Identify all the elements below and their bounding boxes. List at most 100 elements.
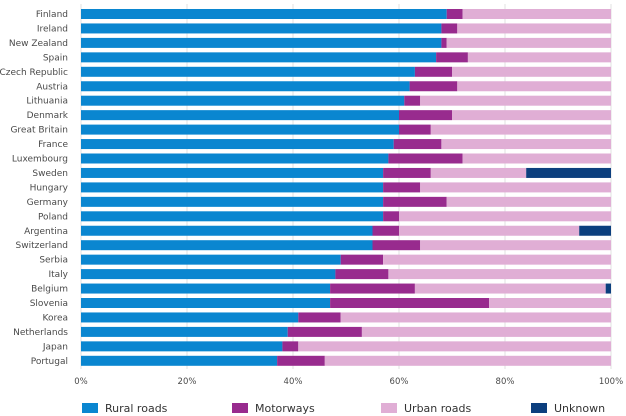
bar-urban-roads-sweden bbox=[430, 167, 527, 178]
category-label: Lithuania bbox=[26, 97, 68, 107]
bar-motorways-italy bbox=[335, 269, 389, 280]
bar-rural-roads-denmark bbox=[81, 110, 399, 121]
bar-motorways-ireland bbox=[441, 23, 458, 34]
bar-motorways-slovenia bbox=[330, 298, 490, 308]
legend-label-urban-roads: Urban roads bbox=[404, 402, 471, 415]
category-label: Slovenia bbox=[30, 299, 68, 309]
bar-rural-roads-new-zealand bbox=[81, 37, 442, 48]
bar-urban-roads-denmark bbox=[452, 110, 611, 121]
x-tick-label: 40% bbox=[284, 377, 303, 387]
bar-motorways-great-britain bbox=[399, 124, 431, 135]
x-tick-label: 20% bbox=[178, 377, 197, 387]
bar-motorways-spain bbox=[436, 52, 468, 63]
x-tick-label: 60% bbox=[390, 377, 409, 387]
bar-motorways-austria bbox=[409, 81, 458, 92]
bar-urban-roads-czech-republic bbox=[452, 66, 611, 77]
bar-rural-roads-switzerland bbox=[81, 240, 373, 251]
bar-urban-roads-portugal bbox=[324, 355, 611, 366]
bar-motorways-luxembourg bbox=[388, 153, 463, 164]
bar-urban-roads-poland bbox=[399, 211, 611, 222]
legend-swatch-unknown bbox=[531, 403, 547, 413]
x-tick-label: 100% bbox=[599, 377, 623, 387]
bar-motorways-korea bbox=[298, 312, 341, 323]
bar-motorways-switzerland bbox=[372, 240, 421, 251]
x-axis-ticks: 0% 20% 40% 60% 80% 100% bbox=[74, 377, 623, 387]
bar-unknown-argentina bbox=[579, 225, 611, 236]
legend-swatch-urban-roads bbox=[381, 403, 397, 413]
category-label: Korea bbox=[42, 313, 68, 323]
bar-rural-roads-netherlands bbox=[81, 326, 288, 337]
legend-swatch-rural-roads bbox=[82, 403, 98, 413]
bar-rural-roads-france bbox=[81, 139, 394, 150]
category-label: Spain bbox=[43, 53, 68, 63]
bar-motorways-japan bbox=[282, 341, 299, 352]
bar-urban-roads-new-zealand bbox=[446, 37, 611, 48]
legend-label-rural-roads: Rural roads bbox=[105, 402, 168, 415]
category-label: France bbox=[38, 140, 68, 150]
category-label: Finland bbox=[36, 10, 68, 20]
bar-rural-roads-belgium bbox=[81, 283, 331, 294]
category-label: Czech Republic bbox=[0, 68, 68, 78]
x-tick-label: 0% bbox=[74, 377, 88, 387]
category-label: Japan bbox=[42, 342, 68, 352]
bar-unknown-belgium bbox=[605, 283, 611, 294]
bar-motorways-finland bbox=[446, 9, 463, 19]
category-label: Serbia bbox=[39, 256, 68, 266]
bar-rural-roads-finland bbox=[81, 9, 447, 19]
bar-rural-roads-ireland bbox=[81, 23, 442, 34]
bar-urban-roads-ireland bbox=[457, 23, 611, 34]
category-label: Denmark bbox=[27, 111, 69, 121]
bar-rural-roads-hungary bbox=[81, 182, 384, 193]
bar-urban-roads-lithuania bbox=[420, 95, 611, 106]
bar-motorways-france bbox=[393, 139, 442, 150]
bar-urban-roads-korea bbox=[340, 312, 611, 323]
bar-rural-roads-portugal bbox=[81, 355, 278, 366]
bar-motorways-denmark bbox=[399, 110, 452, 121]
category-label: Great Britain bbox=[10, 126, 68, 136]
bar-motorways-netherlands bbox=[287, 326, 362, 337]
bar-motorways-hungary bbox=[383, 182, 421, 193]
bar-rural-roads-argentina bbox=[81, 225, 373, 236]
bar-rural-roads-czech-republic bbox=[81, 66, 415, 77]
bar-rural-roads-korea bbox=[81, 312, 299, 323]
legend: Rural roads Motorways Urban roads Unknown bbox=[82, 402, 605, 415]
bar-urban-roads-argentina bbox=[399, 225, 580, 236]
category-label: Sweden bbox=[32, 169, 68, 179]
bar-urban-roads-belgium bbox=[414, 283, 606, 294]
category-labels: Finland Ireland New Zealand Spain Czech Repu… bbox=[0, 10, 69, 367]
bar-motorways-argentina bbox=[372, 225, 399, 236]
category-label: Belgium bbox=[31, 285, 68, 295]
bar-rural-roads-slovenia bbox=[81, 298, 331, 308]
legend-label-unknown: Unknown bbox=[554, 402, 605, 415]
bar-rural-roads-italy bbox=[81, 269, 336, 280]
bar-motorways-portugal bbox=[277, 355, 325, 366]
bar-rural-roads-sweden bbox=[81, 167, 384, 178]
bar-rural-roads-japan bbox=[81, 341, 283, 352]
category-label: Germany bbox=[27, 198, 69, 208]
category-label: Netherlands bbox=[13, 328, 68, 338]
bar-motorways-lithuania bbox=[404, 95, 421, 106]
category-label: Switzerland bbox=[16, 241, 69, 251]
bar-urban-roads-austria bbox=[457, 81, 611, 92]
bar-urban-roads-switzerland bbox=[420, 240, 611, 251]
bar-urban-roads-great-britain bbox=[430, 124, 611, 135]
bar-motorways-czech-republic bbox=[414, 66, 452, 77]
category-label: Italy bbox=[48, 270, 68, 280]
category-label: Hungary bbox=[30, 183, 69, 193]
bars bbox=[81, 9, 611, 366]
bar-urban-roads-germany bbox=[446, 196, 611, 207]
category-label: Luxembourg bbox=[12, 155, 68, 165]
bar-rural-roads-great-britain bbox=[81, 124, 399, 135]
bar-rural-roads-germany bbox=[81, 196, 384, 207]
category-label: Poland bbox=[38, 212, 68, 222]
bar-motorways-poland bbox=[383, 211, 399, 222]
bar-rural-roads-luxembourg bbox=[81, 153, 389, 164]
legend-swatch-motorways bbox=[232, 403, 248, 413]
category-label: Ireland bbox=[37, 24, 68, 34]
category-label: Portugal bbox=[31, 357, 68, 367]
bar-motorways-serbia bbox=[340, 254, 384, 265]
bar-urban-roads-serbia bbox=[383, 254, 611, 265]
x-tick-label: 80% bbox=[496, 377, 515, 387]
bar-motorways-new-zealand bbox=[441, 37, 447, 48]
bar-unknown-sweden bbox=[526, 167, 611, 178]
